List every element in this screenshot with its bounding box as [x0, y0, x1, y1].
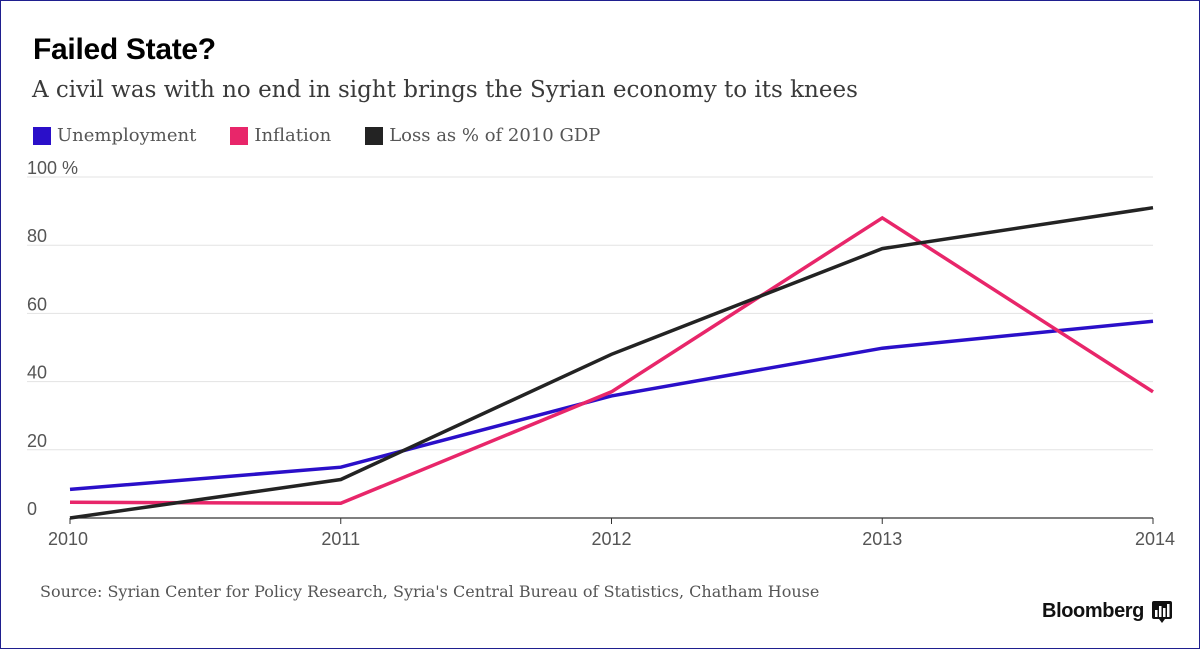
legend-item-inflation: Inflation	[230, 125, 331, 146]
legend-swatch-inflation	[230, 126, 249, 145]
y-tick-label: 100 %	[27, 158, 78, 178]
legend-label-unemployment: Unemployment	[57, 125, 197, 146]
brand-name: Bloomberg	[1042, 600, 1144, 622]
y-tick-label: 60	[27, 294, 47, 314]
y-tick-label: 40	[27, 363, 47, 383]
chart-title: Failed State?	[33, 33, 216, 66]
legend: Unemployment Inflation Loss as % of 2010…	[33, 125, 634, 146]
y-tick-label: 20	[27, 431, 47, 451]
x-tick-label: 2011	[321, 529, 360, 549]
legend-label-gdp-loss: Loss as % of 2010 GDP	[389, 125, 601, 146]
series-line-gdp-loss	[69, 205, 1154, 520]
legend-item-gdp-loss: Loss as % of 2010 GDP	[365, 125, 600, 146]
bar-chart-icon	[1152, 600, 1172, 623]
series-line-inflation	[69, 215, 1154, 506]
y-tick-label: 80	[27, 226, 47, 246]
chart-subtitle: A civil was with no end in sight brings …	[32, 77, 858, 103]
x-tick-label: 2010	[48, 529, 88, 549]
legend-swatch-unemployment	[33, 126, 51, 145]
x-tick-label: 2013	[862, 529, 902, 549]
x-tick-label: 2012	[591, 529, 631, 549]
legend-swatch-gdp-loss	[365, 126, 384, 145]
legend-item-unemployment: Unemployment	[33, 125, 196, 146]
source-note: Source: Syrian Center for Policy Researc…	[40, 582, 820, 601]
legend-label-inflation: Inflation	[254, 125, 332, 146]
series-line-unemployment	[69, 319, 1154, 492]
brand-logo: Bloomberg	[1042, 600, 1172, 623]
y-tick-label: 0	[27, 499, 37, 519]
x-tick-label: 2014	[1135, 529, 1175, 549]
